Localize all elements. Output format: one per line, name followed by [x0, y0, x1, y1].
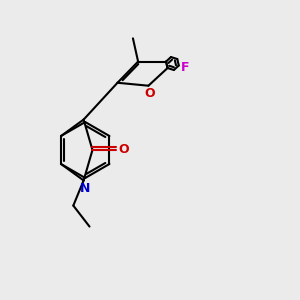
- Text: N: N: [80, 182, 90, 195]
- Text: F: F: [181, 61, 190, 74]
- Text: O: O: [145, 88, 155, 100]
- Text: O: O: [118, 143, 129, 157]
